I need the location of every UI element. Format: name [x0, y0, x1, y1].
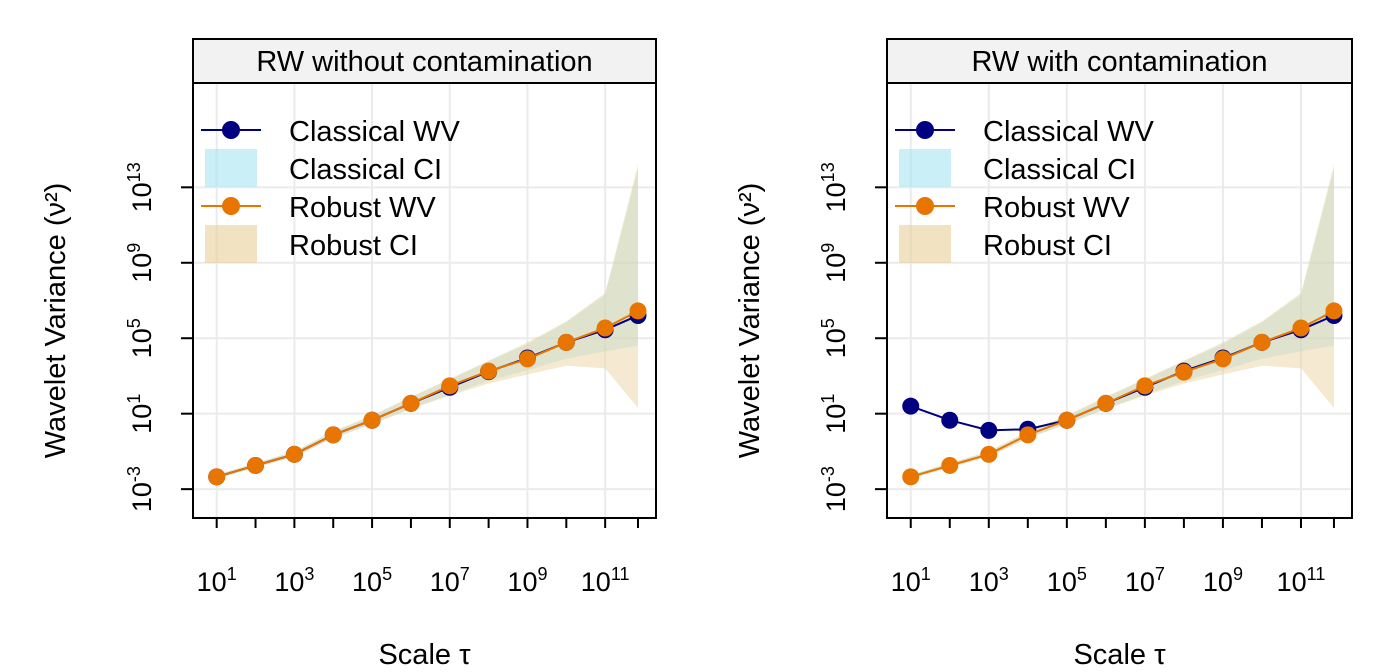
legend-marker [222, 197, 240, 215]
y-tick-label: 101 [818, 394, 851, 434]
y-tick-label: 101 [124, 394, 157, 434]
legend-label: Classical WV [289, 116, 460, 148]
panel-title: RW without contamination [256, 46, 592, 78]
robust-wv-point-6 [441, 377, 459, 395]
legend-item-robust-ci: Robust CI [899, 225, 1112, 263]
robust-wv-series [902, 302, 1343, 486]
x-axis-label: Scale τ [1073, 639, 1166, 671]
classical-wv-point-0 [902, 397, 920, 415]
x-tick-label: 105 [352, 564, 392, 597]
y-axis: 10-3 101 105 109 1013 Wavelet Variance (ν²) [734, 162, 887, 512]
classical-wv-point-1 [941, 411, 959, 429]
legend-item-robust-wv: Robust WV [201, 192, 436, 224]
robust-wv-point-11 [629, 302, 647, 320]
y-tick-label: 1013 [124, 162, 157, 212]
robust-wv-point-3 [324, 426, 342, 444]
y-tick-label: 105 [124, 318, 157, 358]
x-tick-label: 109 [507, 564, 547, 597]
panel-title: RW with contamination [971, 46, 1267, 78]
y-tick-label: 10-3 [124, 466, 157, 512]
robust-wv-point-1 [941, 456, 959, 474]
legend-item-classical-ci: Classical CI [205, 149, 442, 187]
robust-wv-point-11 [1325, 302, 1343, 320]
y-axis: 10-3 101 105 109 1013 Wavelet Variance (ν²) [40, 162, 193, 512]
legend-label: Classical CI [983, 154, 1136, 186]
legend-marker [916, 121, 934, 139]
legend-swatch [205, 225, 257, 263]
x-tick-label: 1011 [1277, 564, 1326, 597]
y-tick-label: 109 [124, 243, 157, 283]
grid [887, 83, 1352, 518]
x-tick-label: 107 [1125, 564, 1165, 597]
legend-item-robust-ci: Robust CI [205, 225, 418, 263]
y-axis-label: Wavelet Variance (ν²) [734, 183, 766, 459]
x-tick-label: 105 [1047, 564, 1087, 597]
panel-strip [192, 38, 657, 84]
legend-swatch [899, 225, 951, 263]
legend-swatch [899, 149, 951, 187]
legend-label: Robust CI [289, 230, 418, 262]
y-axis-label: Wavelet Variance (ν²) [40, 183, 72, 459]
robust-wv-point-3 [1019, 426, 1037, 444]
x-tick-label: 101 [891, 564, 931, 597]
robust-wv-point-8 [518, 350, 536, 368]
plot-area [193, 83, 656, 518]
plot-area [887, 83, 1352, 518]
legend-label: Robust WV [983, 192, 1130, 224]
robust-wv-point-4 [1058, 411, 1076, 429]
legend-item-classical-wv: Classical WV [201, 116, 460, 148]
x-tick-label: 101 [197, 564, 237, 597]
y-tick-label: 105 [818, 318, 851, 358]
plot-frame [886, 82, 1353, 519]
robust-wv-point-2 [285, 445, 303, 463]
x-tick-label: 107 [430, 564, 470, 597]
robust-wv-point-5 [1097, 394, 1115, 412]
legend-label: Robust WV [289, 192, 436, 224]
plot-frame [192, 82, 657, 519]
robust-wv-point-1 [247, 456, 265, 474]
legend: Classical WV Classical CI Robust WV Robust … [895, 116, 1154, 263]
legend-item-classical-wv: Classical WV [895, 116, 1154, 148]
legend-marker [916, 197, 934, 215]
robust-wv-point-9 [1253, 333, 1271, 351]
robust-wv-point-10 [596, 319, 614, 337]
legend-label: Robust CI [983, 230, 1112, 262]
robust-wv-point-0 [208, 468, 226, 486]
robust-wv-point-4 [363, 411, 381, 429]
robust-wv-point-7 [480, 362, 498, 380]
legend-marker [222, 121, 240, 139]
robust-wv-series [208, 302, 647, 486]
robust-wv-point-0 [902, 468, 920, 486]
robust-wv-point-6 [1136, 377, 1154, 395]
legend-label: Classical CI [289, 154, 442, 186]
robust-wv-point-5 [402, 394, 420, 412]
y-tick-label: 10-3 [818, 466, 851, 512]
x-axis-label: Scale τ [378, 639, 471, 671]
legend: Classical WV Classical CI Robust WV Robust … [201, 116, 460, 263]
panel-strip [886, 38, 1353, 84]
legend-swatch [205, 149, 257, 187]
robust-wv-point-9 [557, 333, 575, 351]
y-tick-label: 109 [818, 243, 851, 283]
x-axis: 101 103 105 107 109 1011 Scale τ [197, 518, 639, 671]
legend-item-classical-ci: Classical CI [899, 149, 1136, 187]
robust-wv-point-8 [1214, 350, 1232, 368]
classical-wv-point-2 [980, 421, 998, 439]
robust-wv-point-7 [1175, 363, 1193, 381]
robust-wv-point-2 [980, 445, 998, 463]
x-tick-label: 1011 [581, 564, 630, 597]
x-tick-label: 103 [969, 564, 1009, 597]
legend-label: Classical WV [983, 116, 1154, 148]
legend-item-robust-wv: Robust WV [895, 192, 1130, 224]
grid [193, 83, 656, 518]
robust-wv-point-10 [1292, 319, 1310, 337]
x-tick-label: 103 [274, 564, 314, 597]
x-axis: 101 103 105 107 109 1011 Scale τ [891, 518, 1335, 671]
x-tick-label: 109 [1203, 564, 1243, 597]
y-tick-label: 1013 [818, 162, 851, 212]
